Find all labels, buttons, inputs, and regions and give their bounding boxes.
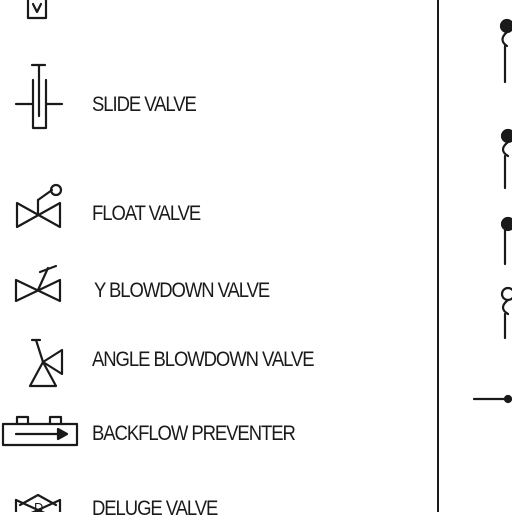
legend-label-slide-valve: SLIDE VALVE bbox=[92, 93, 197, 116]
column-divider bbox=[437, 0, 439, 512]
backflow-preventer-icon bbox=[1, 415, 79, 447]
right-symbol-1-icon bbox=[499, 18, 512, 84]
right-symbol-3-icon bbox=[500, 216, 512, 266]
right-symbol-5-icon bbox=[472, 394, 512, 404]
legend-label-backflow-preventer: BACKFLOW PREVENTER bbox=[92, 422, 296, 445]
cut-off-valve-icon bbox=[26, 0, 48, 20]
right-column-symbols bbox=[472, 18, 512, 404]
slide-valve-icon bbox=[14, 63, 64, 130]
y-blowdown-valve-icon bbox=[14, 264, 62, 303]
deluge-symbol-letter: D bbox=[34, 500, 43, 512]
legend-label-angle-blowdown-valve: ANGLE BLOWDOWN VALVE bbox=[92, 348, 315, 371]
legend-label-y-blowdown-valve: Y BLOWDOWN VALVE bbox=[94, 279, 270, 302]
legend-label-deluge-valve: DELUGE VALVE bbox=[92, 497, 218, 520]
legend-label-float-valve: FLOAT VALVE bbox=[92, 202, 201, 225]
float-valve-icon bbox=[15, 183, 63, 229]
right-symbol-2-icon bbox=[500, 128, 512, 190]
right-symbol-4-icon bbox=[500, 286, 512, 340]
angle-blowdown-valve-icon bbox=[28, 338, 64, 388]
deluge-valve-icon bbox=[14, 493, 62, 512]
